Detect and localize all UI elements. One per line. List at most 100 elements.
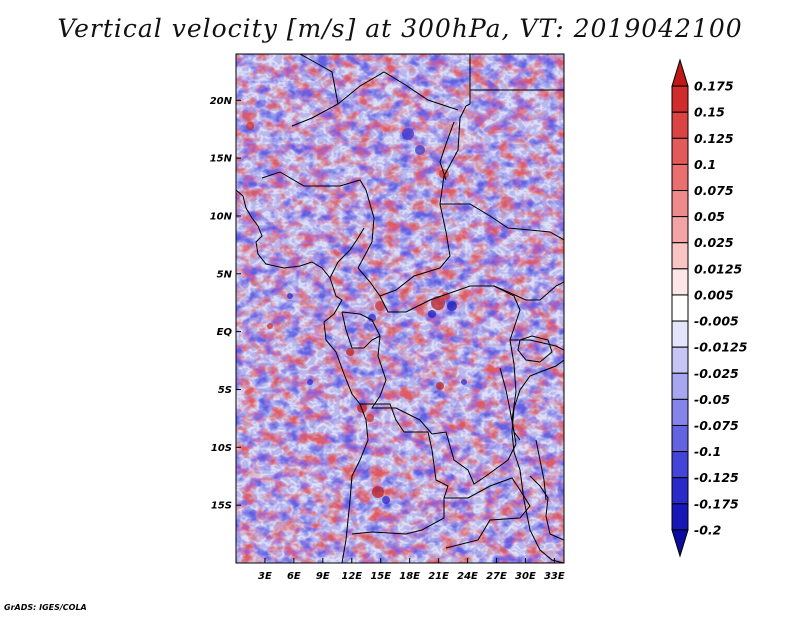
hotspot	[287, 293, 293, 299]
lon-tick-label: 27E	[486, 571, 507, 582]
colorbar-label: 0.1	[694, 157, 716, 172]
lon-tick-label: 9E	[316, 571, 330, 582]
lon-tick-label: 33E	[544, 571, 565, 582]
hotspot	[436, 382, 444, 390]
border-algeria-libya	[291, 54, 339, 127]
hotspot	[375, 301, 385, 311]
colorbar-bin	[671, 216, 689, 244]
colorbar-label: -0.125	[694, 470, 739, 485]
lon-tick-label: 18E	[399, 571, 420, 582]
colorbar-label: 0.175	[694, 79, 734, 94]
colorbar-bin	[671, 294, 689, 322]
field-anomalies	[236, 54, 564, 563]
lat-tick-label: 10S	[211, 443, 232, 454]
hotspot	[307, 379, 313, 385]
convective-hotspots	[246, 122, 467, 504]
colorbar-bin	[671, 242, 689, 270]
lake-tanganyika	[499, 367, 521, 441]
chart-title: Vertical velocity [m/s] at 300hPa, VT: 2…	[57, 14, 743, 43]
hotspot	[372, 486, 384, 498]
colorbar-bin	[671, 190, 689, 218]
border-nigeria-cameroon	[329, 227, 365, 279]
hotspot	[428, 310, 436, 318]
colorbar-bin	[671, 85, 689, 113]
colorbar-bin	[671, 320, 689, 348]
grads-credit: GrADS: IGES/COLA	[4, 603, 87, 612]
map-frame	[235, 53, 565, 564]
border-nile-region	[439, 121, 455, 181]
lon-tick-label: 3E	[258, 571, 272, 582]
hotspot	[382, 496, 390, 504]
border-niger-chad	[337, 71, 459, 111]
colorbar-bin	[671, 503, 689, 531]
colorbar-label: -0.005	[694, 314, 739, 329]
colorbar-label: 0.025	[694, 235, 734, 250]
hotspot	[431, 296, 445, 310]
colorbar-label: -0.0125	[694, 340, 748, 355]
colorbar-label: 0.005	[694, 287, 734, 302]
colorbar-label: 0.05	[694, 209, 725, 224]
border-chad	[357, 189, 451, 297]
hotspot	[461, 379, 467, 385]
lon-tick-label: 30E	[515, 571, 536, 582]
border-southsudan-drc	[493, 281, 564, 301]
border-sudan-southsudan	[440, 203, 564, 241]
lake-victoria	[517, 335, 553, 363]
border-angola	[351, 403, 449, 535]
colorbar-bin	[671, 398, 689, 426]
lat-tick-label: 20N	[210, 96, 233, 107]
colorbar-label: 0.15	[694, 105, 725, 120]
hotspot	[402, 128, 414, 140]
colorbar-bin	[671, 163, 689, 192]
colorbar-max-triangle	[671, 58, 689, 87]
colorbar-label: -0.075	[694, 418, 739, 433]
hotspot	[267, 323, 273, 329]
border-congo	[341, 311, 381, 349]
border-niger-nigeria	[261, 171, 367, 191]
lon-tick-label: 15E	[370, 571, 391, 582]
colorbar-label: 0.075	[694, 183, 734, 198]
lon-tick-label: 21E	[428, 571, 449, 582]
colorbar: 0.175 0.15 0.125 0.1 0.075 0.05 0.025 0.0125 0.0…	[671, 58, 748, 558]
colorbar-label: -0.05	[694, 392, 730, 407]
colorbar-bin	[671, 346, 689, 374]
longitude-axis: 3E 6E 9E 12E 15E 18E 21E 24E 27E 30E 33E	[258, 558, 565, 582]
colorbar-label: -0.1	[694, 444, 721, 459]
border-car	[379, 285, 521, 313]
lat-tick-label: 15N	[210, 154, 233, 165]
hotspot	[368, 314, 376, 322]
vertical-velocity-field	[236, 54, 564, 563]
border-mozambique-malawi	[529, 475, 564, 541]
hotspot	[415, 145, 425, 155]
border-drc-west	[341, 309, 521, 485]
colorbar-label: 0.125	[694, 131, 734, 146]
colorbar-bin	[671, 111, 689, 139]
hotspot	[366, 414, 374, 422]
colorbar-label: 0.0125	[694, 261, 743, 276]
hotspot	[346, 348, 354, 356]
lon-tick-label: 24E	[457, 571, 478, 582]
border-zambia	[444, 477, 531, 549]
latitude-axis: 20N 15N 10N 5N EQ 5S 10S 15S	[210, 96, 241, 512]
colorbar-bin	[671, 477, 689, 505]
lat-tick-label: 5S	[218, 385, 232, 396]
colorbar-label: -0.2	[694, 522, 721, 537]
colorbar-bin	[671, 424, 689, 453]
colorbar-label: -0.175	[694, 496, 739, 511]
colorbar-min-triangle	[671, 529, 689, 558]
colorbar-bin	[671, 137, 689, 165]
lon-tick-label: 6E	[287, 571, 301, 582]
colorbar-bin	[671, 372, 689, 400]
hotspot	[246, 122, 254, 130]
colorbar-bin	[671, 268, 689, 296]
country-boundaries	[236, 54, 564, 563]
colorbar-label: -0.025	[694, 366, 739, 381]
lat-tick-label: 5N	[217, 269, 233, 280]
hotspot	[447, 301, 457, 311]
coastline-west-africa	[236, 189, 369, 563]
lat-tick-label: EQ	[217, 327, 233, 338]
lat-tick-label: 10N	[210, 211, 233, 222]
lat-tick-label: 15S	[211, 501, 232, 512]
border-libya-egypt	[439, 54, 471, 205]
